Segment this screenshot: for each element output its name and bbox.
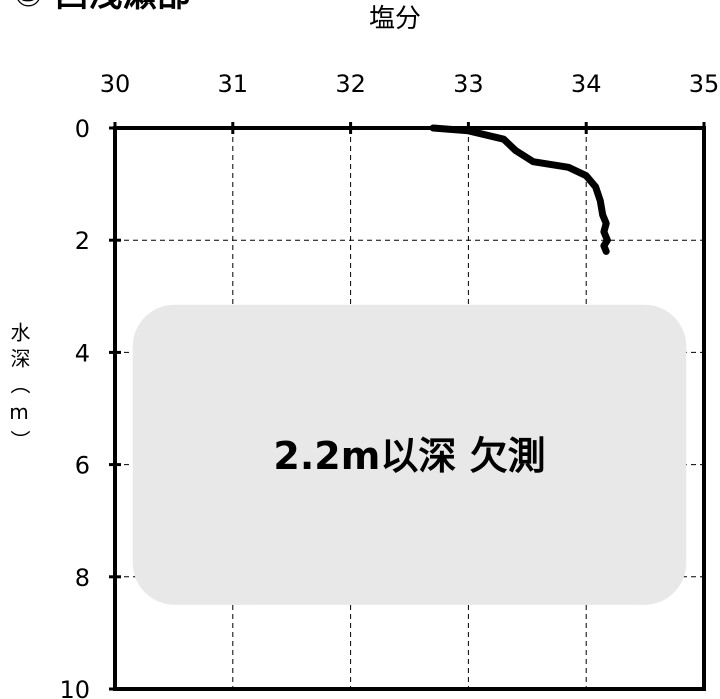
y-tick-label: 8 [75,564,90,592]
x-tick-label: 34 [571,70,602,98]
x-tick-label: 33 [453,70,484,98]
axis-ticks: 30 31 32 33 34 35 0 2 4 6 8 10 [59,70,719,699]
y-tick-label: 6 [75,452,90,480]
section-header: ③ 西浅瀬部 [14,0,191,12]
y-tick-label: 2 [75,227,90,255]
salinity-profile-line [429,124,611,255]
missing-data-label: 2.2m以深 欠測 [273,434,545,478]
x-tick-label: 32 [335,70,366,98]
missing-data-box [132,304,687,605]
y-tick-label: 0 [75,115,90,143]
y-axis-title: 水深（m） [7,322,31,456]
y-tick-label: 4 [75,339,90,367]
y-tick-label: 10 [59,676,90,699]
x-tick-label: 35 [689,70,720,98]
x-axis-title: 塩分 [369,4,422,34]
x-tick-label: 31 [218,70,249,98]
plot-frame [113,126,706,691]
series-layer [429,124,611,255]
x-tick-label: 30 [100,70,131,98]
missing-data-annotation: 2.2m以深 欠測 [132,304,687,605]
